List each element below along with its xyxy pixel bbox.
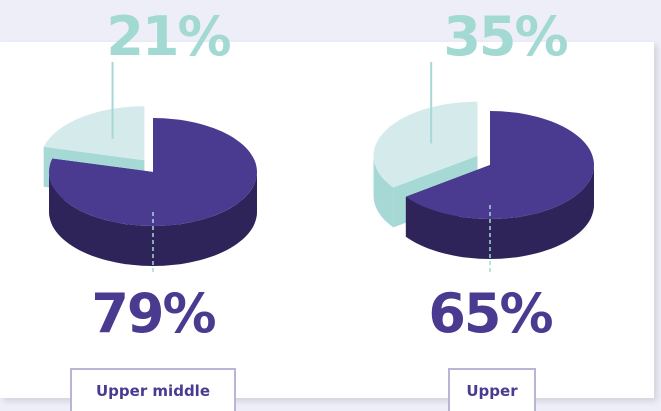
slice: [373, 101, 478, 188]
slice-side: [373, 155, 394, 228]
slice: [405, 111, 594, 219]
value-label: 21%: [106, 5, 230, 68]
value-label: 35%: [443, 5, 567, 68]
slice-side: [49, 172, 257, 266]
slice: [43, 106, 145, 161]
slice-side: [405, 165, 594, 259]
value-label: 79%: [91, 282, 215, 345]
tab-button[interactable]: Upper middle: [70, 368, 236, 411]
slice: [49, 118, 257, 226]
tab-button[interactable]: Upper: [448, 368, 536, 411]
value-label: 65%: [428, 282, 552, 345]
